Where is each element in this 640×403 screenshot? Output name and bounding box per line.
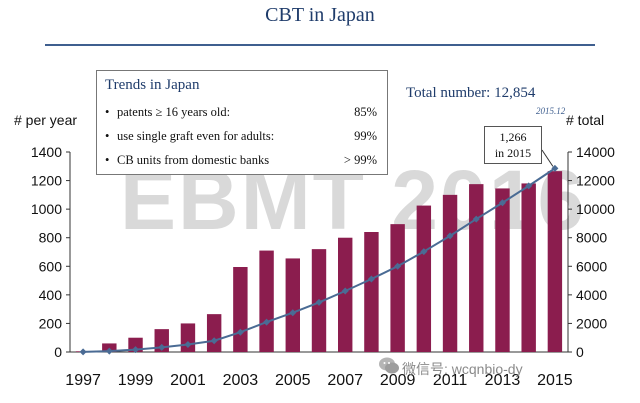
bar (442, 194, 458, 352)
x-tick-label: 2015 (537, 372, 573, 389)
y-tick-label-left: 200 (39, 315, 63, 331)
bar (285, 258, 300, 352)
bar (416, 205, 432, 352)
y-axis-title-right: # total (566, 112, 605, 128)
x-tick-label: 2013 (485, 372, 521, 389)
line-point (394, 262, 402, 270)
trends-title: Trends in Japan (105, 77, 200, 93)
bar (547, 171, 563, 352)
y-tick-label-right: 6000 (576, 258, 607, 274)
title-divider (45, 44, 595, 46)
callout-year: in 2015 (494, 146, 532, 160)
slide-title: CBT in Japan (265, 4, 375, 26)
bar (390, 224, 405, 352)
x-tick-label: 2001 (170, 372, 206, 389)
x-tick-label: 1999 (118, 372, 154, 389)
y-tick-label-left: 1200 (31, 173, 62, 189)
bullet-icon: • (105, 129, 110, 143)
line-point (420, 248, 428, 256)
x-tick-label: 1997 (65, 372, 101, 389)
y-tick-label-right: 8000 (576, 230, 607, 246)
callout-2015: 1,266 in 2015 (484, 126, 542, 164)
trends-box: Trends in Japan • patents ≥ 16 years old… (96, 70, 388, 175)
x-tick-label: 2009 (380, 372, 416, 389)
total-number-label: Total number: 12,854 (406, 85, 536, 101)
bar (338, 237, 353, 352)
y-tick-label-left: 0 (54, 344, 62, 360)
source-watermark: 微信号: wcqnbio-dy (402, 361, 523, 377)
y-tick-label-right: 10000 (576, 201, 615, 217)
x-tick-label: 2007 (327, 372, 363, 389)
callout-pointer (541, 149, 554, 167)
y-tick-label-right: 0 (576, 344, 584, 360)
trend-label: CB units from domestic banks (117, 153, 270, 167)
y-tick-label-left: 600 (39, 258, 63, 274)
x-tick-label: 2005 (275, 372, 311, 389)
bar (495, 188, 510, 352)
y-tick-label-left: 1000 (31, 201, 62, 217)
y-tick-label-left: 1400 (31, 144, 62, 160)
line-point (105, 347, 113, 355)
line-point (158, 343, 166, 351)
y-axis-title-left: # per year (14, 112, 78, 128)
trend-value: > 99% (343, 153, 377, 167)
line-point (263, 318, 271, 326)
line-point (341, 287, 349, 295)
wechat-icon (379, 357, 399, 374)
line-point (315, 298, 323, 306)
bar (259, 250, 274, 352)
trend-label: use single graft even for adults: (117, 129, 275, 143)
bar (233, 267, 248, 352)
y-tick-label-left: 400 (39, 287, 63, 303)
y-tick-label-right: 12000 (576, 173, 615, 189)
line-point (551, 164, 559, 172)
line-point (210, 337, 218, 345)
line-point (525, 182, 533, 190)
line-point (236, 328, 244, 336)
y-tick-label-right: 4000 (576, 287, 607, 303)
line-point (289, 309, 297, 317)
bullet-icon: • (105, 153, 110, 167)
bar (521, 183, 536, 352)
line-point (498, 199, 506, 207)
line-point (472, 215, 480, 223)
bar (364, 232, 379, 352)
y-tick-label-left: 800 (39, 230, 63, 246)
x-tick-label: 2003 (223, 372, 259, 389)
y-tick-label-right: 14000 (576, 144, 615, 160)
bar (206, 314, 222, 352)
line-point (132, 346, 140, 354)
x-tick-label: 2011 (433, 372, 468, 389)
line-point (79, 348, 87, 356)
trend-value: 99% (354, 129, 377, 143)
trend-value: 85% (354, 105, 377, 119)
bullet-icon: • (105, 105, 110, 119)
y-tick-label-right: 2000 (576, 315, 607, 331)
trend-label: patents ≥ 16 years old: (117, 105, 231, 119)
callout-value: 1,266 (499, 130, 527, 144)
bar (469, 184, 484, 352)
line-point (184, 341, 192, 348)
total-date: 2015.12 (536, 106, 566, 116)
line-point (446, 232, 454, 240)
line-point (367, 275, 375, 283)
